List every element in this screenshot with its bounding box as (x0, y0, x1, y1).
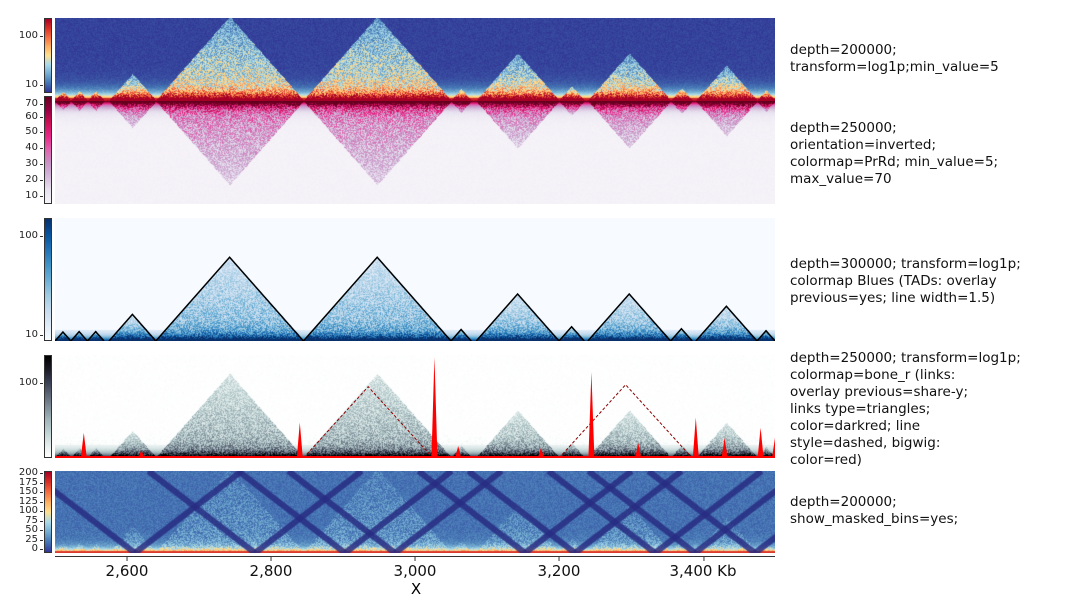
tad-triangle (670, 327, 693, 341)
track-label: depth=200000; transform=log1p;min_value=… (790, 42, 999, 75)
tad-triangle (587, 292, 672, 341)
colorbar-tick: 125 (2, 496, 43, 506)
colorbar-tick: 50 (2, 127, 43, 137)
colorbar-tick: 70 (2, 99, 43, 109)
tad-triangle (695, 305, 758, 341)
colorbar (44, 355, 52, 458)
colorbar (44, 218, 52, 341)
hic-track-5 (55, 471, 775, 553)
heatmap-matrix (55, 218, 775, 341)
colorbar-tick: 25 (2, 534, 43, 544)
heatmap-matrix (55, 471, 775, 553)
colorbar-tick: 100 (2, 378, 43, 388)
link-triangle (558, 383, 693, 458)
track-label: depth=250000; orientation=inverted; colo… (790, 120, 999, 187)
tad-triangle (70, 330, 88, 341)
tad-triangle (558, 325, 585, 341)
x-tick-label: 3,400 Kb (669, 556, 737, 580)
track-label: depth=200000; show_masked_bins=yes; (790, 494, 959, 527)
tad-triangle (756, 329, 775, 341)
tad-triangle (155, 256, 304, 341)
tad-triangle (55, 330, 72, 341)
colorbar-tick: 60 (2, 112, 43, 122)
bigwig-peak (138, 449, 145, 458)
overlay-layer (55, 101, 775, 204)
hic-track-3 (55, 218, 775, 341)
x-tick-label: 2,600 (105, 556, 149, 580)
tad-triangle (475, 292, 560, 341)
link-triangle (303, 385, 434, 458)
colorbar-tick: 75 (2, 515, 43, 525)
colorbar (44, 18, 52, 93)
overlay-layer (55, 357, 775, 458)
bigwig-peak (772, 437, 775, 458)
tad-triangle (108, 313, 157, 341)
x-axis-label: X (410, 580, 422, 598)
x-tick-label: 2,800 (249, 556, 293, 580)
track-label: depth=250000; transform=log1p; colormap=… (790, 350, 1021, 468)
overlay-layer (55, 256, 775, 341)
colorbar-tick: 20 (2, 175, 43, 185)
bigwig-baseline (55, 456, 775, 458)
x-tick-label: 3,000 (393, 556, 437, 580)
bigwig-peak (721, 437, 728, 458)
colorbar-tick: 10 (2, 330, 43, 340)
colorbar (44, 96, 52, 204)
bigwig-peak (588, 372, 595, 458)
heatmap-matrix (55, 18, 775, 101)
bigwig-peak (757, 427, 764, 458)
colorbar-tick: 50 (2, 525, 43, 535)
bigwig-peak (431, 357, 438, 458)
heatmap-matrix (55, 101, 775, 204)
x-tick-label: 3,200 (537, 556, 581, 580)
colorbar-tick: 200 (2, 468, 43, 478)
colorbar (44, 471, 52, 553)
tad-triangle (86, 330, 105, 341)
bigwig-peak (455, 445, 462, 458)
colorbar-tick: 10 (2, 80, 43, 90)
colorbar-tick: 150 (2, 487, 43, 497)
hic-track-1 (55, 18, 775, 101)
colorbar-tick: 40 (2, 143, 43, 153)
hic-track-2 (55, 101, 775, 204)
colorbar-tick: 100 (2, 506, 43, 516)
colorbar-tick: 175 (2, 477, 43, 487)
heatmap-matrix (55, 355, 775, 458)
bigwig-peak (635, 442, 642, 458)
hic-track-4 (55, 355, 775, 458)
overlay-layer (55, 471, 775, 553)
colorbar-tick: 100 (2, 231, 43, 241)
overlay-layer (55, 18, 775, 101)
colorbar-tick: 100 (2, 31, 43, 41)
colorbar-tick: 30 (2, 159, 43, 169)
bigwig-peak (296, 422, 303, 458)
bigwig-peak (80, 432, 87, 458)
tad-triangle (302, 256, 452, 341)
tad-triangle (450, 328, 472, 341)
bigwig-peak (538, 447, 544, 458)
colorbar-tick: 10 (2, 191, 43, 201)
bigwig-peak (692, 417, 699, 458)
track-label: depth=300000; transform=log1p; colormap … (790, 256, 1021, 306)
colorbar-tick: 0 (2, 544, 43, 554)
